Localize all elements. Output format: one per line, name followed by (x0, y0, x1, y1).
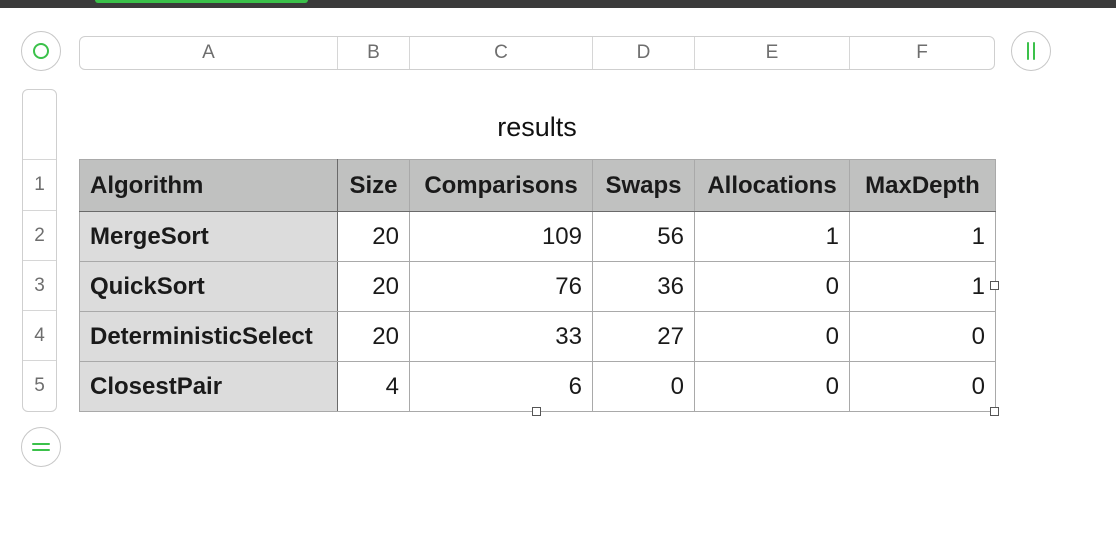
resize-handle-corner[interactable] (990, 407, 999, 416)
column-header-a[interactable]: A (80, 37, 338, 69)
cell-allocations[interactable]: 1 (694, 211, 850, 262)
cell-algorithm[interactable]: DeterministicSelect (79, 311, 338, 362)
table-row: ClosestPair 4 6 0 0 0 (79, 361, 996, 412)
resize-handle-right[interactable] (990, 281, 999, 290)
column-header-bar: A B C D E F (79, 36, 995, 70)
cell-allocations[interactable]: 0 (694, 311, 850, 362)
add-column-icon (1027, 42, 1035, 60)
row-header-bar: 1 2 3 4 5 (22, 89, 57, 412)
header-cell-size[interactable]: Size (337, 159, 410, 212)
header-cell-comparisons[interactable]: Comparisons (409, 159, 593, 212)
cell-maxdepth[interactable]: 0 (849, 311, 996, 362)
table-header-row: Algorithm Size Comparisons Swaps Allocat… (79, 159, 996, 212)
cell-algorithm[interactable]: ClosestPair (79, 361, 338, 412)
select-all-icon (33, 43, 49, 59)
cell-algorithm[interactable]: QuickSort (79, 261, 338, 312)
cell-comparisons[interactable]: 109 (409, 211, 593, 262)
header-cell-swaps[interactable]: Swaps (592, 159, 695, 212)
column-header-d[interactable]: D (593, 37, 695, 69)
table-row: DeterministicSelect 20 33 27 0 0 (79, 311, 996, 362)
table-title[interactable]: results (497, 111, 577, 142)
add-row-icon (32, 443, 50, 451)
header-cell-allocations[interactable]: Allocations (694, 159, 850, 212)
row-header-4[interactable]: 4 (23, 311, 56, 361)
row-header-title[interactable] (23, 90, 56, 160)
column-header-e[interactable]: E (695, 37, 850, 69)
window-top-bar (0, 0, 1116, 8)
cell-swaps[interactable]: 27 (592, 311, 695, 362)
cell-swaps[interactable]: 0 (592, 361, 695, 412)
column-header-b[interactable]: B (338, 37, 410, 69)
table-row: QuickSort 20 76 36 0 1 (79, 261, 996, 312)
add-row-button[interactable] (21, 427, 61, 467)
cell-comparisons[interactable]: 76 (409, 261, 593, 312)
resize-handle-bottom[interactable] (532, 407, 541, 416)
column-header-f[interactable]: F (916, 42, 928, 63)
active-sheet-tab-indicator[interactable] (95, 0, 308, 3)
row-header-3[interactable]: 3 (23, 261, 56, 311)
header-cell-maxdepth[interactable]: MaxDepth (849, 159, 996, 212)
cell-allocations[interactable]: 0 (694, 361, 850, 412)
cell-comparisons[interactable]: 33 (409, 311, 593, 362)
cell-swaps[interactable]: 36 (592, 261, 695, 312)
row-header-5[interactable]: 5 (34, 375, 45, 396)
cell-algorithm[interactable]: MergeSort (79, 211, 338, 262)
add-column-button[interactable] (1011, 31, 1051, 71)
table-row: MergeSort 20 109 56 1 1 (79, 211, 996, 262)
cell-size[interactable]: 4 (337, 361, 410, 412)
cell-maxdepth[interactable]: 0 (849, 361, 996, 412)
cell-size[interactable]: 20 (337, 311, 410, 362)
results-table: Algorithm Size Comparisons Swaps Allocat… (79, 159, 996, 412)
cell-maxdepth[interactable]: 1 (849, 261, 996, 312)
cell-size[interactable]: 20 (337, 211, 410, 262)
cell-maxdepth[interactable]: 1 (849, 211, 996, 262)
select-table-button[interactable] (21, 31, 61, 71)
cell-swaps[interactable]: 56 (592, 211, 695, 262)
row-header-1[interactable]: 1 (23, 160, 56, 211)
header-cell-algorithm[interactable]: Algorithm (79, 159, 338, 212)
column-header-c[interactable]: C (410, 37, 593, 69)
cell-allocations[interactable]: 0 (694, 261, 850, 312)
cell-comparisons[interactable]: 6 (409, 361, 593, 412)
row-header-2[interactable]: 2 (23, 211, 56, 261)
cell-size[interactable]: 20 (337, 261, 410, 312)
